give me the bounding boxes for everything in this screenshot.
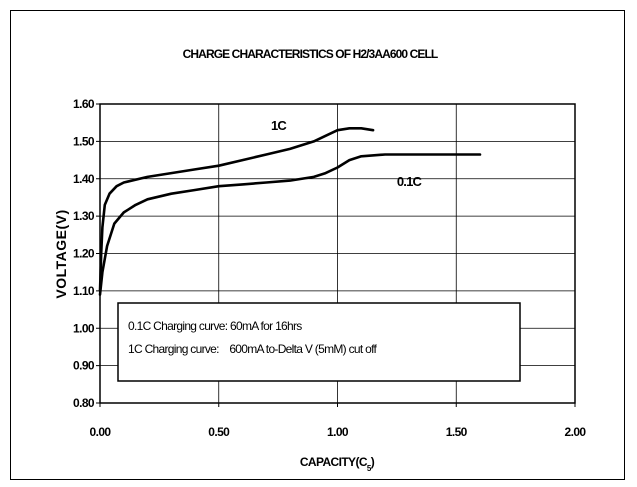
y-tick-label: 0.80 <box>73 396 95 410</box>
x-axis-label: CAPACITY(C5) <box>300 455 375 473</box>
y-tick-label: 1.50 <box>73 134 95 148</box>
y-tick-label: 1.00 <box>73 321 95 335</box>
series-labels: 1C 0.1C <box>271 118 423 189</box>
series-label: 0.1C <box>397 174 423 189</box>
chart-title: CHARGE CHARACTERISTICS OF H2/3AA600 CELL <box>183 47 438 61</box>
x-tick-label: 1.00 <box>327 425 349 439</box>
y-tick-label: 1.30 <box>73 209 95 223</box>
x-tick-label: 1.50 <box>446 425 468 439</box>
series-label: 1C <box>271 118 287 133</box>
note-line-2: 1C Charging curve: 600mA to-Delta V (5mM… <box>128 342 378 356</box>
y-tick-label: 0.90 <box>73 359 95 373</box>
y-tick-label: 1.20 <box>73 247 95 261</box>
series-lines <box>98 127 482 296</box>
series-line <box>98 153 482 296</box>
x-axis-ticks: 0.00 0.50 1.00 1.50 2.00 <box>90 403 587 439</box>
x-tick-label: 2.00 <box>565 425 587 439</box>
y-tick-label: 1.40 <box>73 172 95 186</box>
y-tick-label: 1.10 <box>73 284 95 298</box>
note-line-1: 0.1C Charging curve: 60mA for 16hrs <box>128 319 302 333</box>
x-axis-label-sub: 5 <box>367 464 372 473</box>
x-tick-label: 0.00 <box>90 425 112 439</box>
y-axis-label: VOLTAGE(V) <box>53 209 69 298</box>
series-line <box>98 127 375 293</box>
chart-frame <box>10 10 625 480</box>
x-tick-label: 0.50 <box>208 425 230 439</box>
y-tick-label: 1.60 <box>73 97 95 111</box>
y-axis-ticks: 0.80 0.90 1.00 1.10 1.20 1.30 1.40 1.50 1.60 <box>73 97 100 410</box>
note-box <box>117 302 521 382</box>
